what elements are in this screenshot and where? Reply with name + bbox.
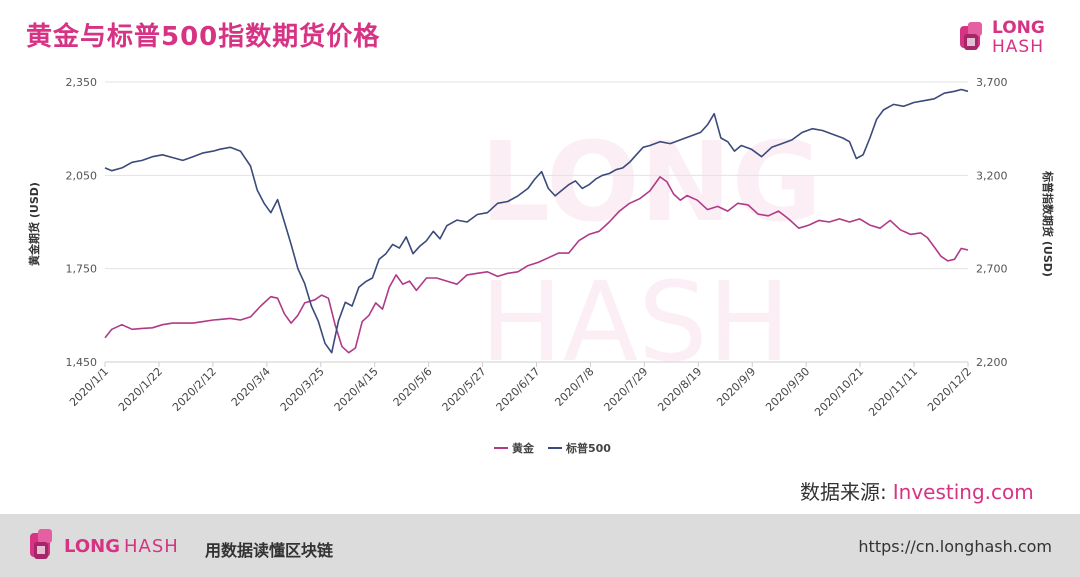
svg-text:HASH: HASH (480, 258, 791, 386)
brand-hash: HASH (992, 37, 1044, 57)
y-tick-label-left: 2,050 (66, 169, 98, 182)
series-line-gold (104, 176, 969, 354)
y-tick-label-left: 1,750 (66, 263, 98, 276)
y-tick-label-right: 2,700 (976, 263, 1008, 276)
legend-label: 黄金 (512, 441, 535, 455)
y-tick-label-left: 1,450 (66, 356, 98, 369)
longhash-mark-icon (960, 22, 982, 50)
x-tick-label: 2020/1/22 (116, 365, 165, 414)
x-tick-label: 2020/12/2 (925, 365, 974, 414)
x-tick-label: 2020/3/25 (278, 365, 327, 414)
x-tick-label: 2020/11/11 (866, 365, 920, 419)
footer-tagline: 用数据读懂区块链 (205, 541, 334, 560)
chart-area: LONG HASH 1,450 1,750 2,050 2,350 2,200 2,70… (27, 76, 1055, 455)
source-label: 数据来源: (800, 480, 887, 504)
watermark: LONG HASH (480, 118, 822, 386)
legend-label: 标普500 (565, 441, 611, 455)
longhash-mark-icon (30, 529, 52, 559)
y-tick-label-right: 2,200 (976, 356, 1008, 369)
y-axis-label-right: 标普指数期货 (USD) (1041, 170, 1055, 277)
footer-brand-hash: HASH (124, 536, 179, 557)
x-tick-label: 2020/5/27 (440, 365, 489, 414)
footer-bar: LONG HASH 用数据读懂区块链 https://cn.longhash.c… (0, 514, 1080, 577)
legend: 黄金 标普500 (494, 441, 611, 455)
longhash-logo: LONG HASH (958, 18, 1058, 58)
svg-text:LONG: LONG (480, 118, 822, 246)
source-note: 数据来源: Investing.com (800, 476, 1034, 505)
x-tick-label: 2020/4/15 (332, 365, 381, 414)
footer-url[interactable]: https://cn.longhash.com (858, 537, 1052, 556)
y-axis-label-left: 黄金期货 (USD) (27, 182, 41, 266)
x-tick-label: 2020/2/12 (170, 365, 219, 414)
x-tick-label: 2020/5/6 (391, 365, 435, 409)
x-tick-label: 2020/10/21 (812, 365, 866, 419)
y-tick-label-right: 3,700 (976, 76, 1008, 89)
y-tick-label-right: 3,200 (976, 169, 1008, 182)
source-site: Investing.com (892, 480, 1034, 504)
brand-long: LONG (992, 18, 1045, 38)
y-tick-label-left: 2,350 (66, 76, 98, 89)
x-tick-label: 2020/3/4 (229, 365, 273, 409)
chart-title: 黄金与标普500指数期货价格 (26, 22, 381, 52)
x-tick-label: 2020/1/1 (67, 365, 111, 409)
series-line-sp500 (104, 88, 969, 354)
footer-brand-long: LONG (64, 536, 120, 557)
